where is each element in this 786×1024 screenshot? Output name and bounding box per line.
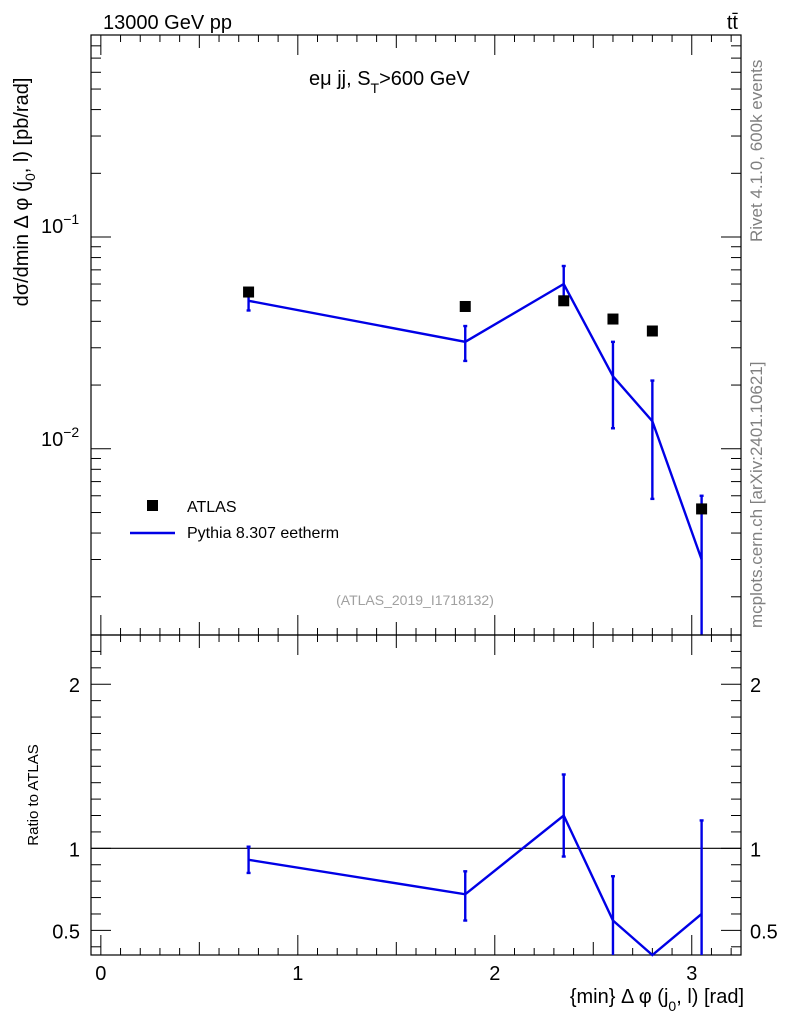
main-plot-data bbox=[243, 264, 708, 635]
x-label-part-a: {min} Δ φ (j bbox=[570, 986, 669, 1008]
legend-label-pythia: Pythia 8.307 eetherm bbox=[187, 525, 339, 542]
process-label: tt̄ bbox=[727, 12, 739, 34]
atlas-data-point bbox=[558, 295, 570, 307]
y-label-subscript: 0 bbox=[22, 173, 38, 181]
x-tick-label: 2 bbox=[489, 963, 500, 985]
y-label-part-b: , l) [pb/rad] bbox=[11, 78, 33, 174]
ratio-y-tick-label: 2 bbox=[750, 675, 761, 697]
rivet-version-label: Rivet 4.1.0, 600k events bbox=[747, 60, 766, 242]
source-label: mcplots.cern.ch [arXiv:2401.10621] bbox=[747, 362, 766, 628]
plot-title-main: eμ jj, S bbox=[309, 68, 371, 90]
plot-title-sub: T bbox=[371, 80, 380, 96]
plot-title-tail: >600 GeV bbox=[379, 68, 470, 90]
atlas-data-point bbox=[646, 325, 658, 337]
y-label-part-a: dσ/dmin Δ φ (j bbox=[11, 181, 33, 306]
ratio-y-tick-label: 1 bbox=[69, 839, 80, 861]
y-tick-label-1e-1: 10−1 bbox=[41, 211, 79, 238]
ratio-prediction-line bbox=[248, 813, 703, 957]
legend-marker-atlas bbox=[147, 500, 158, 511]
x-tick-label: 3 bbox=[686, 963, 697, 985]
legend: ATLAS Pythia 8.307 eetherm bbox=[130, 499, 339, 542]
atlas-data-point bbox=[607, 313, 619, 325]
y-tick-base: 10 bbox=[41, 216, 63, 238]
y-tick-exponent: −2 bbox=[63, 424, 79, 440]
legend-label-atlas: ATLAS bbox=[187, 499, 237, 516]
atlas-data-point bbox=[459, 300, 471, 312]
beam-label: 13000 GeV pp bbox=[103, 12, 232, 34]
analysis-watermark: (ATLAS_2019_I1718132) bbox=[336, 592, 494, 608]
ratio-y-tick-label: 0.5 bbox=[52, 921, 80, 943]
y-tick-label-1e-2: 10−2 bbox=[41, 424, 79, 451]
ratio-y-tick-label: 2 bbox=[69, 675, 80, 697]
ratio-axis-ticks: 0.5 0.5 1 1 2 2 0 1 2 3 bbox=[52, 635, 778, 985]
ratio-plot-frame bbox=[90, 634, 742, 956]
main-axis-ticks bbox=[91, 34, 741, 635]
ratio-y-tick-label: 0.5 bbox=[750, 921, 778, 943]
x-tick-label: 0 bbox=[95, 963, 106, 985]
main-y-axis-label: dσ/dmin Δ φ (j0, l) [pb/rad] bbox=[11, 78, 38, 307]
main-plot-frame bbox=[90, 34, 742, 636]
atlas-data-point bbox=[243, 286, 255, 298]
ratio-plot-data bbox=[91, 773, 741, 957]
x-label-part-b: , l) [rad] bbox=[676, 986, 744, 1008]
x-axis-label: {min} Δ φ (j0, l) [rad] bbox=[570, 986, 744, 1014]
x-label-subscript: 0 bbox=[668, 998, 676, 1014]
x-tick-label: 1 bbox=[292, 963, 303, 985]
ratio-y-axis-label: Ratio to ATLAS bbox=[25, 744, 42, 845]
y-tick-exponent: −1 bbox=[63, 211, 79, 227]
pythia-prediction-line bbox=[248, 282, 703, 560]
y-tick-base: 10 bbox=[41, 429, 63, 451]
plot-title: eμ jj, ST>600 GeV bbox=[309, 68, 470, 96]
atlas-data-point bbox=[696, 503, 708, 515]
ratio-y-tick-label: 1 bbox=[750, 839, 761, 861]
